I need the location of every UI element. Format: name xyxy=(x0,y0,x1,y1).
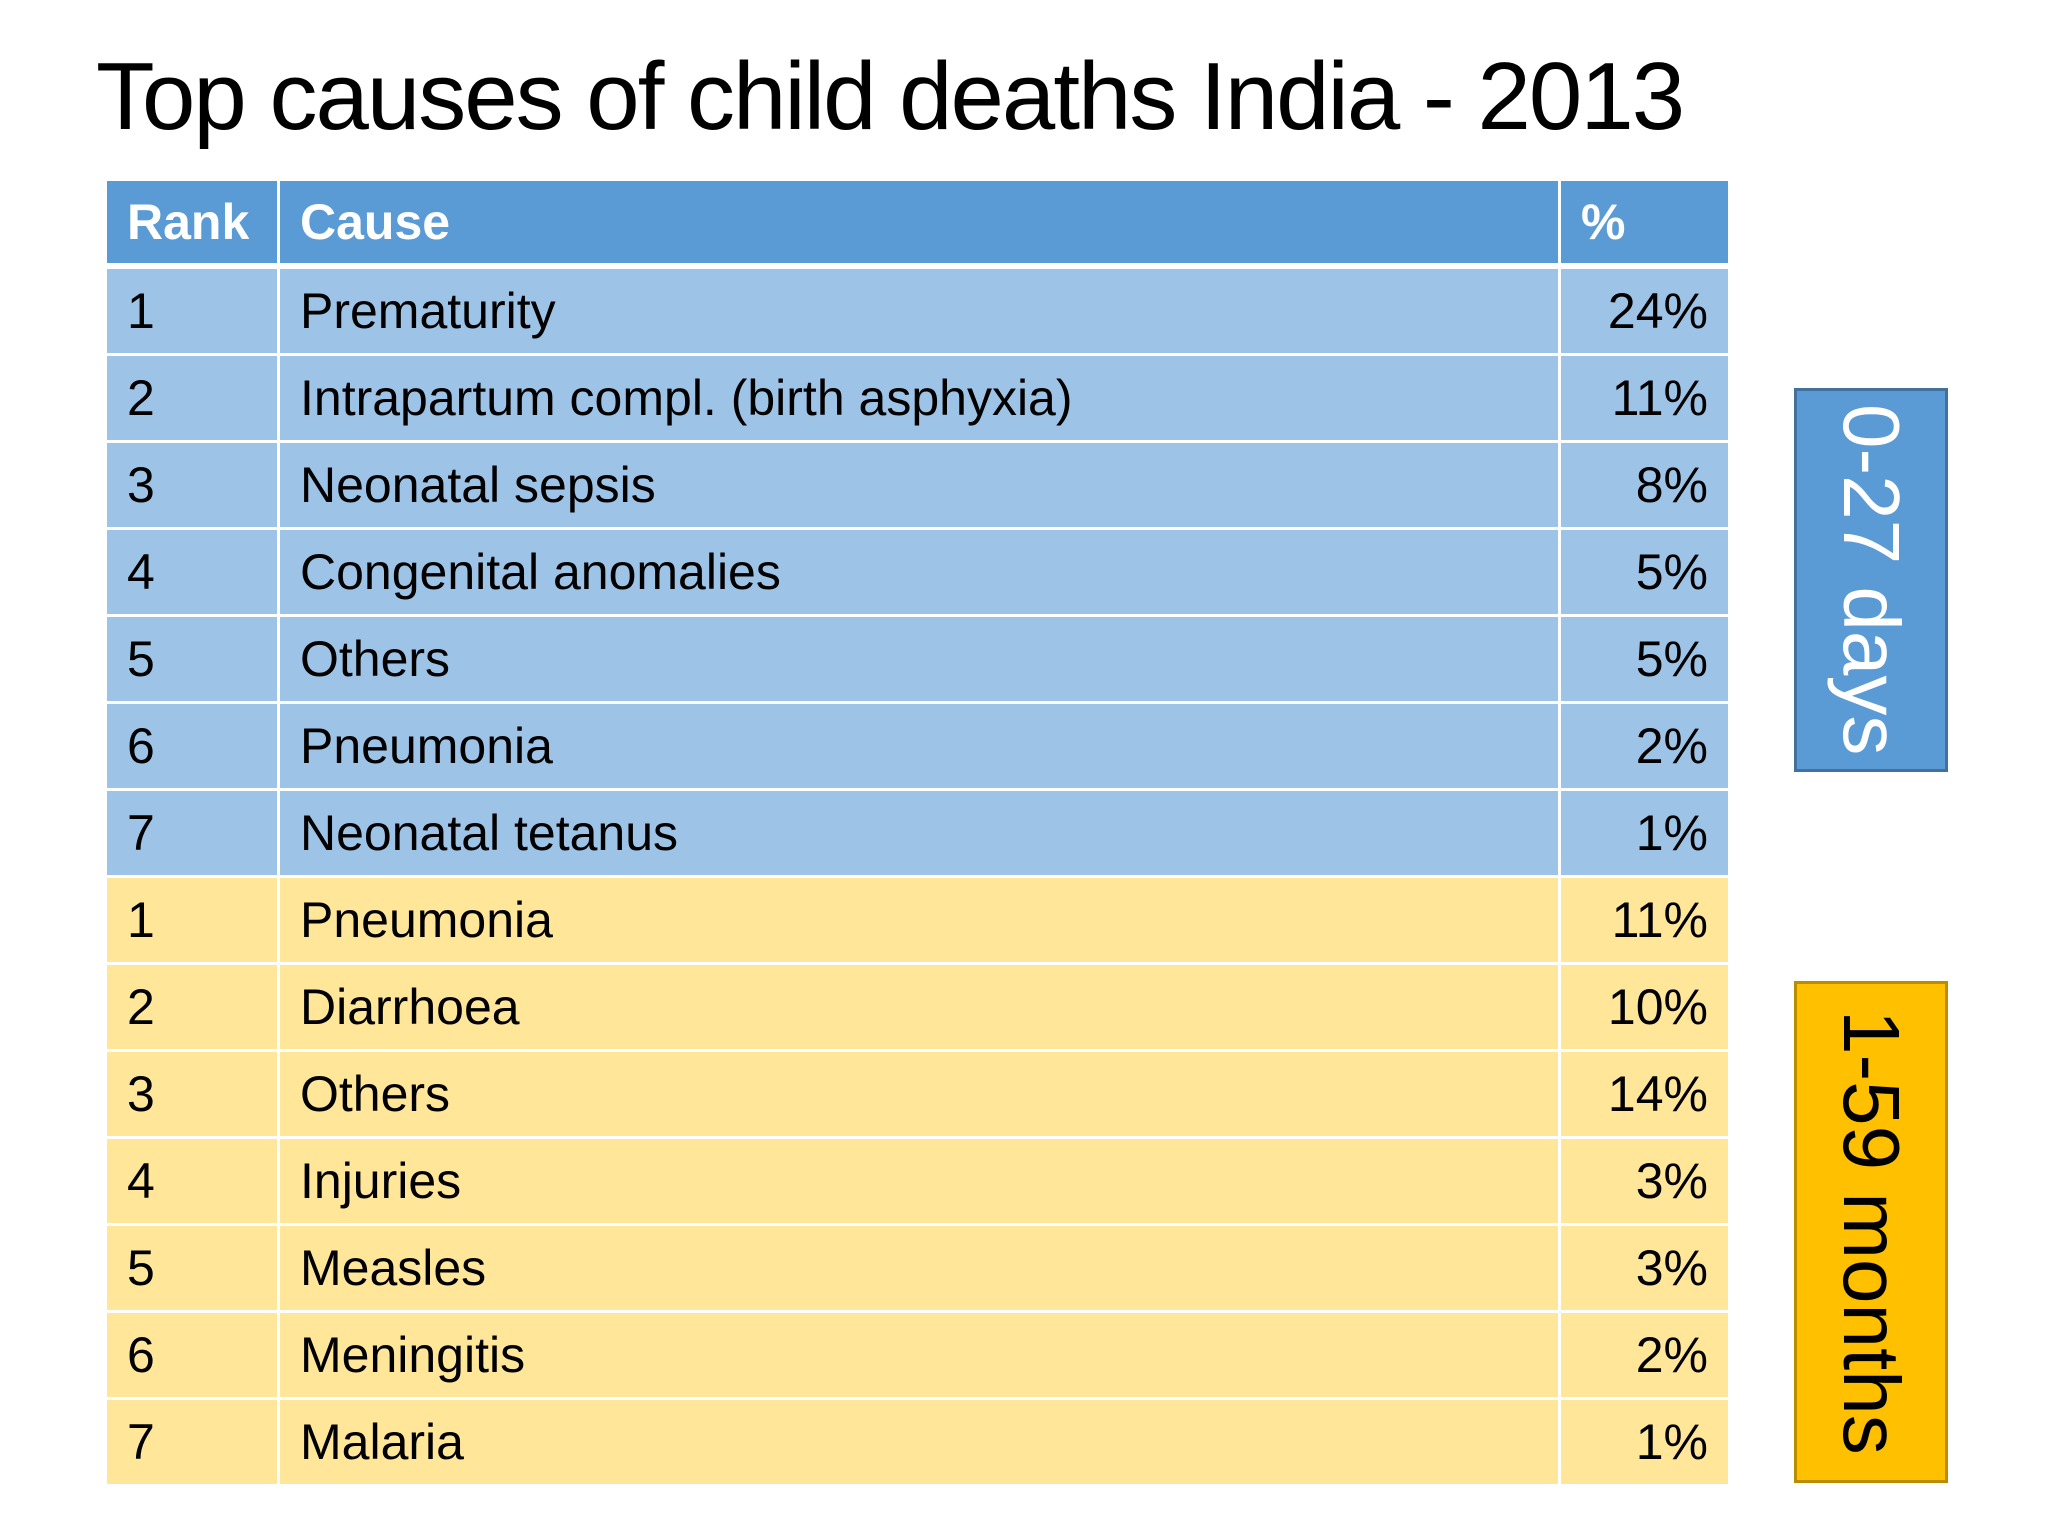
child-row: 5 Measles 3% xyxy=(104,1223,1731,1313)
child-row: 1 Pneumonia 11% xyxy=(104,875,1731,965)
rank-cell: 3 xyxy=(104,1049,280,1139)
child-row: 3 Others 14% xyxy=(104,1049,1731,1139)
rank-column-header: Rank xyxy=(104,178,280,269)
rank-cell: 5 xyxy=(104,614,280,704)
child-row: 6 Meningitis 2% xyxy=(104,1310,1731,1400)
child-age-band: 1-59 months xyxy=(1794,981,1948,1483)
cause-cell: Prematurity xyxy=(277,264,1561,356)
cause-cell: Malaria xyxy=(277,1397,1561,1487)
rank-cell: 6 xyxy=(104,701,280,791)
child-age-label: 1-59 months xyxy=(1827,1009,1916,1455)
percent-cell: 3% xyxy=(1558,1223,1731,1313)
percent-cell: 14% xyxy=(1558,1049,1731,1139)
rank-cell: 2 xyxy=(104,353,280,443)
cause-cell: Measles xyxy=(277,1223,1561,1313)
rank-cell: 3 xyxy=(104,440,280,530)
causes-table: Rank Cause % 1 Prematurity 24% 2 Intrapartum… xyxy=(104,178,1731,1487)
rank-cell: 7 xyxy=(104,788,280,878)
percent-cell: 11% xyxy=(1558,875,1731,965)
percent-column-header: % xyxy=(1558,178,1731,269)
percent-cell: 11% xyxy=(1558,353,1731,443)
percent-cell: 8% xyxy=(1558,440,1731,530)
neonatal-age-band: 0-27 days xyxy=(1794,388,1948,772)
percent-cell: 1% xyxy=(1558,788,1731,878)
rank-cell: 2 xyxy=(104,962,280,1052)
percent-cell: 5% xyxy=(1558,527,1731,617)
percent-cell: 3% xyxy=(1558,1136,1731,1226)
rank-cell: 1 xyxy=(104,264,280,356)
rank-cell: 6 xyxy=(104,1310,280,1400)
child-row: 2 Diarrhoea 10% xyxy=(104,962,1731,1052)
neonatal-row: 1 Prematurity 24% xyxy=(104,264,1731,356)
cause-cell: Intrapartum compl. (birth asphyxia) xyxy=(277,353,1561,443)
cause-cell: Injuries xyxy=(277,1136,1561,1226)
cause-cell: Pneumonia xyxy=(277,701,1561,791)
neonatal-row: 4 Congenital anomalies 5% xyxy=(104,527,1731,617)
rank-cell: 5 xyxy=(104,1223,280,1313)
rank-cell: 7 xyxy=(104,1397,280,1487)
cause-cell: Diarrhoea xyxy=(277,962,1561,1052)
neonatal-row: 5 Others 5% xyxy=(104,614,1731,704)
cause-cell: Others xyxy=(277,614,1561,704)
rank-cell: 4 xyxy=(104,527,280,617)
cause-cell: Neonatal tetanus xyxy=(277,788,1561,878)
percent-cell: 10% xyxy=(1558,962,1731,1052)
table-body: 1 Prematurity 24% 2 Intrapartum compl. (birt… xyxy=(104,264,1731,1487)
slide-title: Top causes of child deaths India - 2013 xyxy=(96,43,1685,150)
neonatal-row: 7 Neonatal tetanus 1% xyxy=(104,788,1731,878)
neonatal-row: 2 Intrapartum compl. (birth asphyxia) 11% xyxy=(104,353,1731,443)
rank-cell: 4 xyxy=(104,1136,280,1226)
neonatal-age-label: 0-27 days xyxy=(1827,404,1916,756)
rank-cell: 1 xyxy=(104,875,280,965)
cause-cell: Neonatal sepsis xyxy=(277,440,1561,530)
cause-cell: Pneumonia xyxy=(277,875,1561,965)
cause-cell: Others xyxy=(277,1049,1561,1139)
causes-table-container: Rank Cause % 1 Prematurity 24% 2 Intrapartum… xyxy=(104,178,1731,1487)
child-row: 7 Malaria 1% xyxy=(104,1397,1731,1487)
neonatal-row: 3 Neonatal sepsis 8% xyxy=(104,440,1731,530)
percent-cell: 1% xyxy=(1558,1397,1731,1487)
percent-cell: 24% xyxy=(1558,264,1731,356)
percent-cell: 2% xyxy=(1558,1310,1731,1400)
cause-cell: Congenital anomalies xyxy=(277,527,1561,617)
child-row: 4 Injuries 3% xyxy=(104,1136,1731,1226)
cause-cell: Meningitis xyxy=(277,1310,1561,1400)
percent-cell: 5% xyxy=(1558,614,1731,704)
table-header-row: Rank Cause % xyxy=(104,178,1731,269)
percent-cell: 2% xyxy=(1558,701,1731,791)
cause-column-header: Cause xyxy=(277,178,1561,269)
neonatal-row: 6 Pneumonia 2% xyxy=(104,701,1731,791)
